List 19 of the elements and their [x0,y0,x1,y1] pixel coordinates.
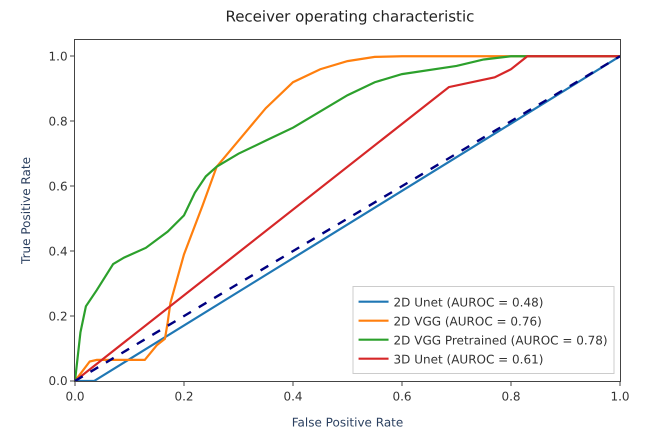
legend-label: 2D Unet (AUROC = 0.48) [394,295,544,310]
x-tick-label: 0.4 [283,389,303,404]
x-tick-label: 0.0 [65,389,85,404]
legend-label: 3D Unet (AUROC = 0.61) [394,352,544,366]
legend-label: 2D VGG (AUROC = 0.76) [394,314,542,328]
y-tick-label: 0.8 [48,114,68,128]
y-tick-label: 0.0 [48,374,68,388]
x-tick-label: 0.6 [392,389,412,404]
x-tick-label: 1.0 [610,389,630,404]
y-tick-label: 0.2 [48,309,68,324]
legend-label: 2D VGG Pretrained (AUROC = 0.78) [394,333,608,348]
chart-title: Receiver operating characteristic [225,8,474,26]
y-tick-label: 0.6 [48,179,68,194]
x-axis-title: False Positive Rate [292,415,404,430]
x-tick-label: 0.8 [501,389,521,404]
x-tick-label: 0.2 [174,389,194,404]
y-tick-label: 1.0 [48,49,68,64]
y-axis-title: True Positive Rate [18,157,33,265]
y-tick-label: 0.4 [48,244,68,258]
